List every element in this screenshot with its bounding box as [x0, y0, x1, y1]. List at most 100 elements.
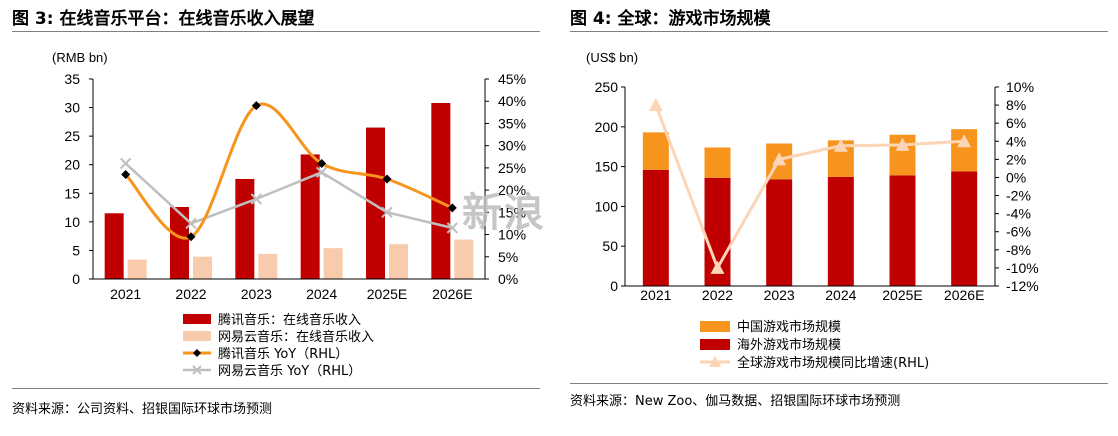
- right-marker-global-yoy: [710, 260, 725, 274]
- left-y-tick-label: 10: [64, 214, 80, 230]
- right-y2-tick-label: -12%: [1006, 278, 1039, 294]
- right-y2-tick-label: -2%: [1006, 188, 1031, 204]
- right-x-tick-label: 2023: [764, 287, 795, 303]
- left-y2-tick-label: 20%: [498, 182, 526, 198]
- right-y-tick-label: 200: [595, 119, 619, 135]
- right-bar-china: [642, 132, 669, 170]
- left-y2-tick-label: 10%: [498, 227, 526, 243]
- right-y2-tick-label: 2%: [1006, 151, 1026, 167]
- left-y2-tick-label: 40%: [498, 93, 526, 109]
- right-x-tick-label: 2024: [825, 287, 856, 303]
- right-x-tick-label: 2022: [702, 287, 733, 303]
- left-source-rule: [12, 388, 540, 389]
- right-marker-global-yoy: [895, 137, 910, 151]
- right-line-global-yoy: [654, 104, 965, 272]
- left-marker-netease-yoy: [119, 157, 132, 170]
- left-bar-tme: [431, 103, 451, 279]
- left-marker-tme-yoy: [317, 158, 327, 168]
- right-bar-overseas: [951, 171, 978, 286]
- right-bar-overseas: [642, 169, 669, 286]
- left-legend-label: 网易云音乐 YoY（RHL）: [218, 363, 361, 379]
- right-bar-overseas: [889, 175, 916, 286]
- right-bar-china: [704, 147, 731, 178]
- left-marker-netease-yoy: [381, 206, 393, 219]
- left-x-tick-label: 2025E: [367, 286, 407, 302]
- left-bar-netease: [193, 256, 212, 279]
- left-unit-label: (RMB bn): [52, 50, 108, 65]
- left-marker-tme-yoy: [121, 170, 131, 180]
- left-marker-netease-yoy: [250, 193, 263, 205]
- left-source: 资料来源：公司资料、招银国际环球市场预测: [12, 402, 273, 417]
- right-chart-title: 图 4: 全球：游戏市场规模: [570, 9, 771, 29]
- right-x-tick-label: 2026E: [944, 287, 984, 303]
- left-marker-netease-yoy: [185, 217, 197, 230]
- left-marker-tme-yoy: [382, 174, 392, 184]
- left-y-tick-label: 25: [64, 128, 80, 144]
- left-bar-tme: [170, 207, 189, 279]
- left-y-tick-label: 30: [64, 100, 80, 116]
- left-x-tick-label: 2021: [110, 286, 141, 302]
- right-bar-overseas: [827, 176, 854, 286]
- left-y-tick-label: 15: [64, 185, 80, 201]
- left-x-tick-label: 2023: [241, 286, 272, 302]
- right-unit-label: (US$ bn): [586, 50, 638, 65]
- left-y2-tick-label: 45%: [498, 71, 526, 87]
- left-y2-tick-label: 15%: [498, 204, 526, 220]
- left-x-tick-label: 2022: [175, 286, 206, 302]
- left-y-tick-label: 20: [64, 157, 80, 173]
- right-legend-label: 海外游戏市场规模: [737, 337, 841, 353]
- left-legend-marker-tme-yoy: [193, 349, 201, 357]
- left-bar-netease: [258, 253, 278, 279]
- left-y2-tick-label: 35%: [498, 115, 526, 131]
- right-marker-global-yoy: [772, 152, 787, 166]
- right-chart-svg: (US$ bn) 0 50 100 150 200 250 -12% -10% -8% -6% -4%…: [586, 50, 1039, 371]
- left-bar-tme: [366, 127, 385, 279]
- left-marker-tme-yoy: [447, 203, 457, 213]
- right-panel: 图 4: 全球：游戏市场规模 (US$ bn) 0 50 100 150 200 250 -1…: [558, 0, 1118, 436]
- left-y2-tick-label: 30%: [498, 138, 526, 154]
- right-marker-global-yoy: [957, 134, 972, 148]
- right-legend-swatch-china: [700, 321, 730, 332]
- left-bar-netease: [389, 244, 408, 279]
- right-title-rule: [570, 31, 1108, 32]
- right-y-tick-label: 150: [595, 159, 619, 175]
- left-chart-svg: (RMB bn) 0 5 10 15 20 25 30 35 0% 5% 10% 15% 20% 25% 30…: [52, 50, 526, 379]
- right-y-tick-label: 50: [602, 238, 618, 254]
- left-bar-netease: [454, 239, 474, 279]
- left-bar-tme: [300, 154, 320, 279]
- left-legend-label: 腾讯音乐：在线音乐收入: [218, 312, 361, 328]
- right-source: 资料来源：New Zoo、伽马数据、招银国际环球市场预测: [570, 394, 901, 409]
- left-y-tick-label: 5: [72, 242, 80, 258]
- left-bar-netease: [323, 248, 343, 279]
- left-bar-netease: [127, 259, 147, 279]
- right-y2-tick-label: 6%: [1006, 115, 1026, 131]
- left-x-tick-label: 2024: [306, 286, 337, 302]
- left-legend-marker-netease-yoy: [192, 365, 202, 375]
- right-y-tick-label: 100: [595, 198, 619, 214]
- right-x-tick-label: 2025E: [882, 287, 922, 303]
- right-x-tick-label: 2021: [640, 287, 671, 303]
- left-line-netease-yoy: [124, 162, 453, 230]
- right-y-tick-label: 0: [610, 278, 618, 294]
- right-y-tick-label: 250: [595, 79, 619, 95]
- right-bar-overseas: [766, 179, 793, 286]
- right-y2-tick-label: 10%: [1006, 79, 1034, 95]
- watermark: 新浪: [462, 180, 546, 236]
- left-legend-swatch-netease: [183, 331, 211, 341]
- left-legend-label: 腾讯音乐 YoY（RHL）: [218, 346, 348, 362]
- right-y2-tick-label: 4%: [1006, 133, 1026, 149]
- right-legend-marker-global-yoy: [709, 356, 721, 367]
- watermark-main: 新浪: [462, 190, 546, 236]
- right-source-rule: [570, 383, 1108, 384]
- left-x-tick-label: 2026E: [432, 286, 472, 302]
- right-marker-global-yoy: [648, 98, 663, 112]
- left-legend-swatch-tme: [183, 314, 211, 324]
- right-y2-tick-label: 8%: [1006, 97, 1026, 113]
- left-y2-tick-label: 5%: [498, 249, 518, 265]
- left-y2-tick-label: 25%: [498, 160, 526, 176]
- right-marker-global-yoy: [833, 138, 848, 152]
- right-legend-swatch-overseas: [700, 339, 730, 350]
- right-y2-tick-label: -6%: [1006, 224, 1031, 240]
- left-marker-netease-yoy: [446, 222, 459, 234]
- left-marker-tme-yoy: [186, 232, 196, 242]
